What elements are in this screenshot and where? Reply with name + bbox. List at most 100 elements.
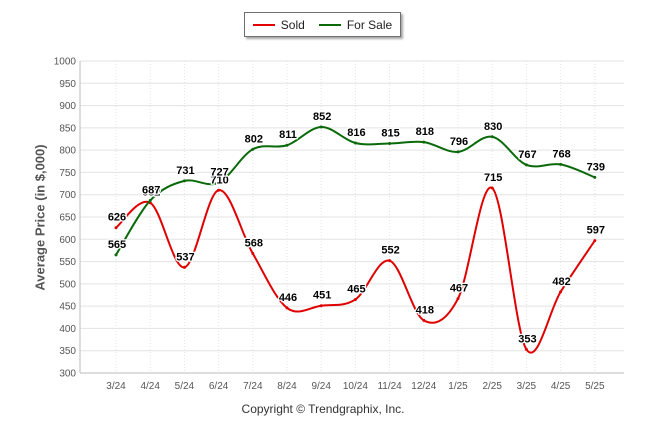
data-label-for-sale: 816 <box>347 127 365 139</box>
x-tick-label: 1/25 <box>448 381 468 392</box>
data-point-sold <box>114 226 118 230</box>
data-point-sold <box>490 186 494 190</box>
legend-swatch-sold <box>252 23 275 26</box>
data-point-sold <box>456 297 460 301</box>
data-point-sold <box>217 188 221 192</box>
legend-label-for-sale: For Sale <box>346 17 393 32</box>
data-label-for-sale: 818 <box>416 126 434 138</box>
data-point-sold <box>524 347 528 351</box>
data-point-for-sale <box>422 140 426 144</box>
y-tick-label: 500 <box>59 279 76 290</box>
x-tick-label: 7/24 <box>243 381 263 392</box>
data-label-sold: 451 <box>313 290 331 302</box>
y-tick-label: 800 <box>59 146 76 157</box>
y-tick-label: 450 <box>59 302 76 313</box>
data-point-for-sale <box>217 181 221 185</box>
data-point-for-sale <box>388 141 392 145</box>
data-point-for-sale <box>319 125 323 129</box>
data-label-sold: 465 <box>347 283 365 295</box>
data-label-sold: 482 <box>552 276 570 288</box>
data-point-sold <box>422 318 426 322</box>
data-point-for-sale <box>251 147 255 151</box>
data-point-for-sale <box>148 199 152 203</box>
data-label-for-sale: 687 <box>142 185 160 197</box>
y-tick-label: 550 <box>59 257 76 268</box>
data-label-sold: 568 <box>245 238 263 250</box>
y-tick-label: 1000 <box>54 57 77 68</box>
y-tick-label: 600 <box>59 235 76 246</box>
data-label-for-sale: 815 <box>381 127 399 139</box>
data-point-sold <box>353 297 357 301</box>
y-tick-label: 650 <box>59 213 76 224</box>
data-point-for-sale <box>593 175 597 179</box>
data-point-sold <box>388 259 392 263</box>
data-label-sold: 682 <box>142 187 160 199</box>
data-point-sold <box>285 306 289 310</box>
data-point-sold <box>319 304 323 308</box>
data-label-sold: 537 <box>176 251 194 263</box>
data-point-sold <box>182 265 186 269</box>
data-label-sold: 710 <box>210 174 228 186</box>
legend-item-for-sale: For Sale <box>318 17 393 32</box>
x-tick-label: 9/24 <box>311 381 331 392</box>
data-label-sold: 446 <box>279 292 297 304</box>
data-point-for-sale <box>353 141 357 145</box>
series-line-sold <box>115 187 596 354</box>
data-point-sold <box>593 239 597 243</box>
chart-legend: Sold For Sale <box>244 12 401 37</box>
y-tick-label: 750 <box>59 168 76 179</box>
data-point-for-sale <box>182 179 186 183</box>
legend-item-sold: Sold <box>252 17 305 32</box>
data-point-for-sale <box>559 162 563 166</box>
x-tick-label: 3/24 <box>106 381 126 392</box>
data-label-sold: 715 <box>484 172 502 184</box>
y-tick-label: 700 <box>59 190 76 201</box>
data-point-for-sale <box>285 143 289 147</box>
y-axis-title: Average Price (in $,000) <box>32 144 48 291</box>
y-tick-label: 950 <box>59 79 76 90</box>
data-label-for-sale: 802 <box>245 133 263 145</box>
x-tick-label: 12/24 <box>411 381 436 392</box>
data-label-for-sale: 731 <box>176 165 194 177</box>
data-label-for-sale: 796 <box>450 136 468 148</box>
data-label-sold: 418 <box>416 304 434 316</box>
data-label-for-sale: 852 <box>313 111 331 123</box>
x-tick-label: 10/24 <box>343 381 368 392</box>
y-tick-label: 300 <box>59 369 76 380</box>
data-point-for-sale <box>490 135 494 139</box>
data-point-sold <box>559 290 563 294</box>
y-tick-label: 900 <box>59 101 76 112</box>
data-label-sold: 552 <box>381 245 399 257</box>
data-label-sold: 597 <box>587 225 605 237</box>
data-point-for-sale <box>114 253 118 257</box>
data-label-for-sale: 767 <box>518 149 536 161</box>
x-tick-label: 11/24 <box>377 381 402 392</box>
y-tick-label: 400 <box>59 324 76 335</box>
x-tick-label: 8/24 <box>277 381 297 392</box>
data-label-sold: 626 <box>108 212 126 224</box>
y-tick-label: 350 <box>59 346 76 357</box>
x-tick-label: 3/25 <box>517 381 537 392</box>
data-label-for-sale: 727 <box>210 167 228 179</box>
data-label-for-sale: 565 <box>108 239 126 251</box>
y-tick-label: 850 <box>59 123 76 134</box>
data-point-for-sale <box>456 150 460 154</box>
data-label-sold: 353 <box>518 333 536 345</box>
data-label-for-sale: 768 <box>552 148 570 160</box>
legend-swatch-for-sale <box>318 23 341 26</box>
copyright-text: Copyright © Trendgraphix, Inc. <box>241 402 405 416</box>
x-tick-label: 5/24 <box>175 381 195 392</box>
data-label-sold: 467 <box>450 283 468 295</box>
data-label-for-sale: 830 <box>484 121 502 133</box>
data-point-for-sale <box>524 163 528 167</box>
data-label-for-sale: 739 <box>587 161 605 173</box>
x-tick-label: 4/25 <box>551 381 571 392</box>
x-tick-label: 6/24 <box>209 381 229 392</box>
x-tick-label: 2/25 <box>482 381 502 392</box>
x-tick-label: 5/25 <box>585 381 605 392</box>
data-label-for-sale: 811 <box>279 129 297 141</box>
data-point-sold <box>251 252 255 256</box>
legend-label-sold: Sold <box>280 17 305 32</box>
